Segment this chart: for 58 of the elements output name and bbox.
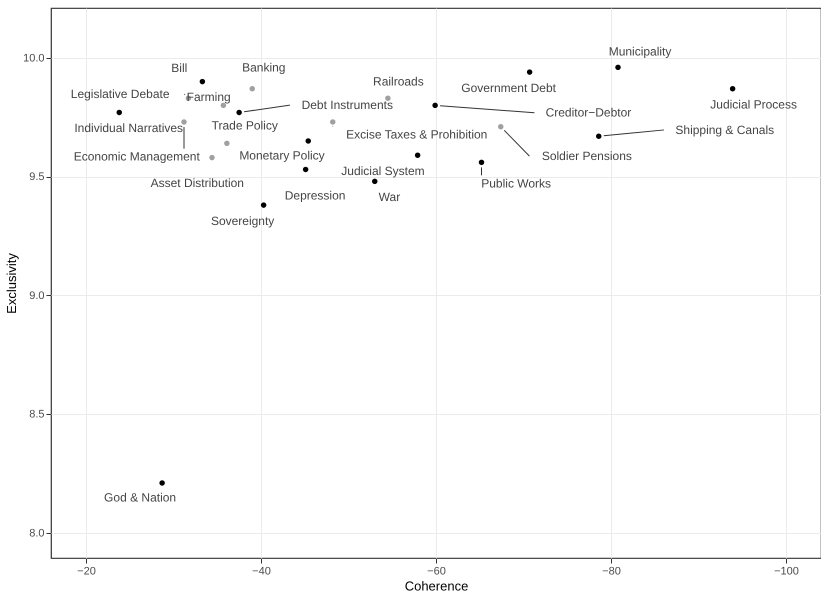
annotation: Public Works [481, 176, 552, 190]
annotation: Debt Instruments [302, 98, 393, 112]
x-tick-label: −100 [774, 566, 799, 578]
point [414, 152, 420, 158]
x-tick-label: −60 [427, 566, 446, 578]
point [159, 480, 165, 486]
point [596, 134, 602, 139]
point [526, 69, 532, 75]
annotation: Judicial Process [710, 97, 797, 112]
x-tick-label: −80 [602, 566, 621, 578]
annotation: God & Nation [104, 490, 176, 505]
annotation: Depression [284, 188, 346, 203]
point [385, 96, 391, 101]
point [306, 138, 311, 144]
point [200, 78, 206, 84]
annotation: War [378, 190, 400, 204]
y-tick-label: 8.0 [29, 527, 44, 540]
annotation: Bill [171, 60, 188, 75]
point [330, 119, 336, 125]
x-axis-title: Coherence [404, 578, 468, 594]
point [302, 166, 308, 172]
point [432, 102, 438, 108]
point [116, 110, 122, 116]
annotation: Legislative Debate [70, 87, 170, 102]
y-tick-label: 8.5 [29, 408, 44, 421]
annotation: Creditor−Debtor [546, 106, 632, 120]
x-tick-label: −40 [252, 566, 271, 578]
annotation: Farming [186, 90, 231, 104]
y-tick-label: 9.5 [29, 171, 44, 184]
annotation: Individual Narratives [74, 121, 184, 136]
annotation: Railroads [373, 74, 424, 88]
x-tick-label: −20 [77, 566, 96, 578]
annotation: Municipality [608, 44, 672, 59]
y-tick-label: 10.0 [23, 52, 44, 64]
annotation: Government Debt [461, 80, 557, 95]
point [236, 110, 242, 116]
point [372, 178, 378, 184]
annotation: Shipping & Canals [675, 122, 774, 137]
annotation: Banking [242, 60, 286, 75]
annotation: Soldier Pensions [542, 149, 632, 164]
point [209, 154, 215, 160]
annotation: Monetary Policy [239, 148, 325, 163]
y-axis-title: Exclusivity [4, 252, 20, 314]
point [478, 160, 484, 166]
annotation: Economic Management [74, 150, 200, 164]
point [181, 119, 187, 125]
point [260, 202, 266, 208]
y-tick-label: 9.0 [29, 290, 44, 302]
point [498, 124, 504, 130]
point [250, 86, 255, 92]
annotation: Sovereignty [210, 214, 274, 228]
point [730, 86, 736, 92]
annotation: Excise Taxes & Prohibition [346, 128, 488, 142]
annotation: Asset Distribution [150, 176, 244, 190]
annotation: Judicial System [341, 164, 425, 178]
annotation: Trade Policy [212, 118, 278, 133]
point [224, 140, 230, 146]
point [615, 64, 621, 70]
